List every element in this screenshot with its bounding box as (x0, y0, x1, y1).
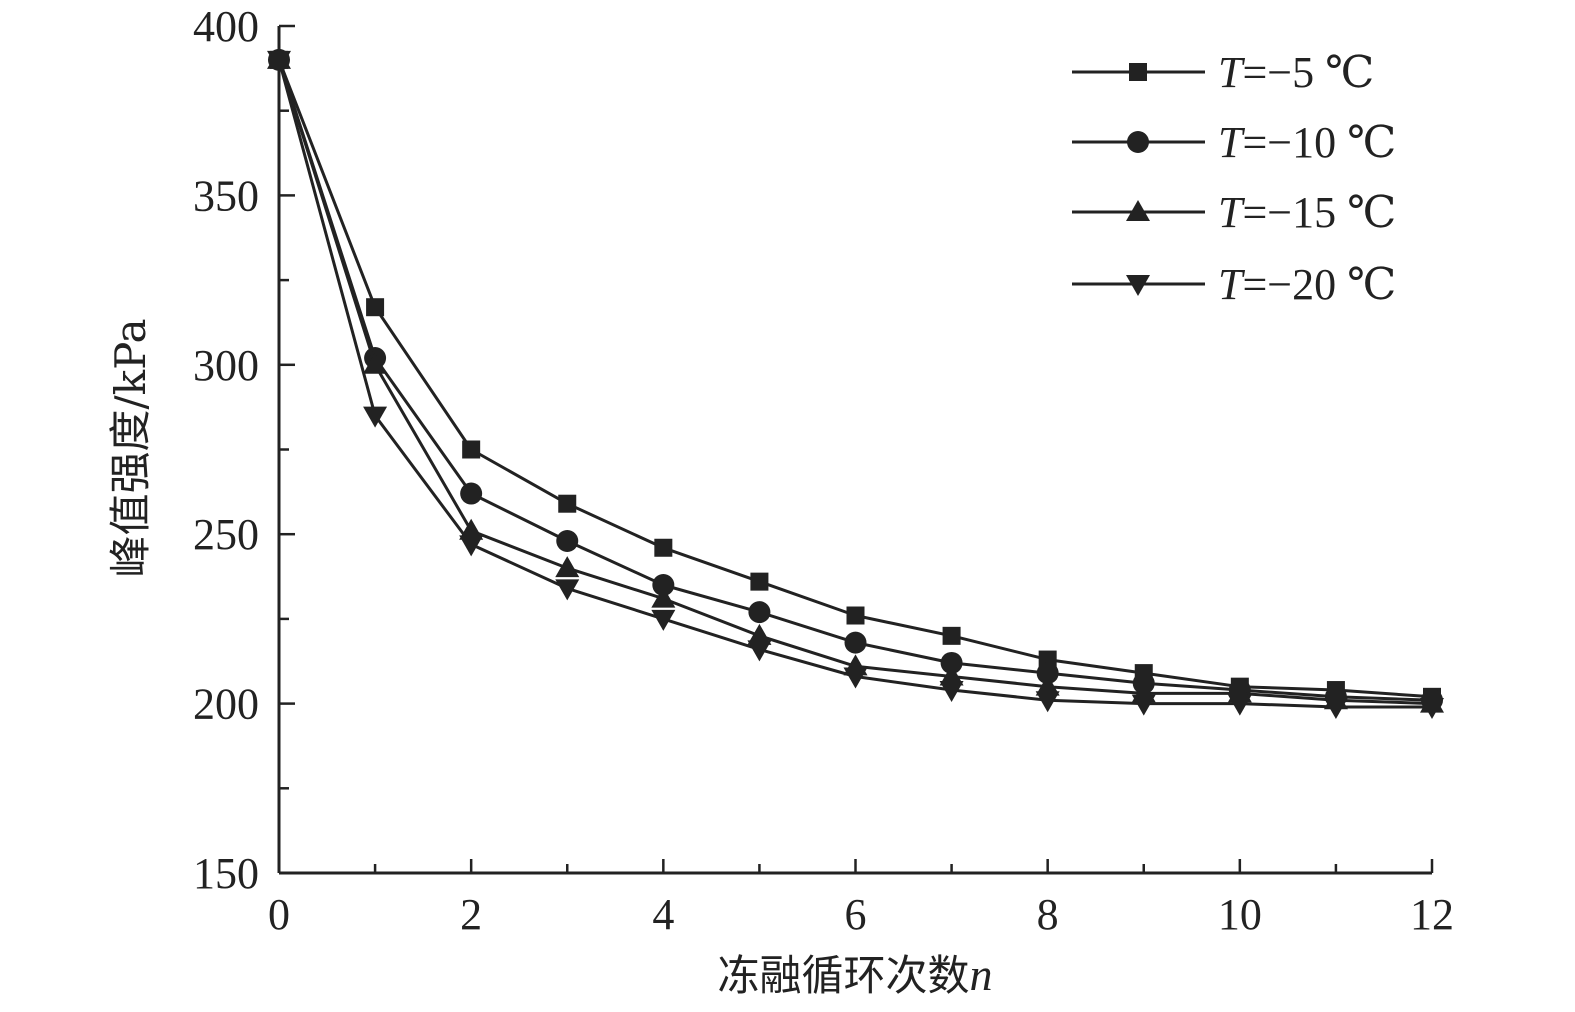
y-axis-title: 峰值强度/kPa (106, 318, 155, 577)
legend-label: T=−15 ℃ (1218, 188, 1396, 237)
legend-label-variable: T (1218, 48, 1246, 97)
legend-label-value: =−15 ℃ (1242, 188, 1396, 237)
y-tick-label: 350 (193, 171, 259, 220)
y-tick-label: 200 (193, 680, 259, 729)
x-axis-title: 冻融循环次数n (717, 949, 992, 1000)
data-point (939, 681, 964, 703)
legend-label: T=−5 ℃ (1218, 48, 1374, 97)
data-point (939, 664, 964, 686)
data-point (363, 352, 388, 374)
data-point (1420, 697, 1444, 719)
data-point (1227, 694, 1252, 716)
y-tick-label: 250 (193, 510, 259, 559)
legend-marker (1127, 131, 1149, 153)
data-point (366, 298, 385, 317)
data-point (942, 626, 961, 645)
data-point (1035, 674, 1060, 696)
data-point (556, 529, 579, 552)
legend-label-variable: T (1218, 260, 1246, 309)
data-point (651, 609, 676, 631)
legend: T=−5 ℃T=−10 ℃T=−15 ℃T=−20 ℃ (1072, 48, 1396, 309)
x-axis-title-text: 冻融循环次数 (717, 951, 969, 1000)
data-point (654, 538, 673, 557)
x-tick-label: 0 (268, 890, 290, 939)
axes: 0 2 4 6 8 10 12 150 200 250 300 350 400 (193, 2, 1454, 939)
data-point (750, 572, 769, 591)
data-point (558, 494, 577, 513)
legend-label-variable: T (1218, 118, 1246, 167)
series-3 (267, 47, 1444, 713)
legend-item-4: T=−20 ℃ (1072, 260, 1396, 309)
data-point (652, 574, 675, 597)
y-tick-label: 400 (193, 2, 259, 51)
legend-item-1: T=−5 ℃ (1072, 48, 1374, 97)
data-point (747, 623, 772, 645)
x-tick-label: 2 (460, 890, 482, 939)
data-point (747, 640, 772, 662)
data-point (459, 535, 484, 557)
data-point (940, 651, 963, 674)
data-point (555, 556, 580, 578)
y-tick-label: 150 (193, 849, 259, 898)
data-point (363, 406, 388, 428)
x-tick-label: 4 (652, 890, 674, 939)
series-layer (267, 47, 1444, 719)
data-point (267, 50, 291, 72)
data-point (651, 586, 676, 608)
legend-label-value: =−5 ℃ (1242, 48, 1374, 97)
data-point (844, 631, 867, 654)
data-point (843, 667, 868, 689)
data-point (748, 601, 771, 624)
legend-label-variable: T (1218, 188, 1246, 237)
data-point (1131, 694, 1156, 716)
legend-item-2: T=−10 ℃ (1072, 118, 1396, 167)
legend-label: T=−10 ℃ (1218, 118, 1396, 167)
x-tick-label: 8 (1037, 890, 1059, 939)
legend-marker (1126, 200, 1150, 221)
data-point (846, 606, 865, 625)
y-tick-label: 300 (193, 341, 259, 390)
x-axis-title-variable: n (970, 949, 993, 1000)
data-point (462, 440, 481, 459)
data-point (1323, 697, 1348, 719)
x-tick-label: 10 (1218, 890, 1262, 939)
x-tick-label: 12 (1410, 890, 1454, 939)
data-point (460, 482, 483, 505)
legend-label: T=−20 ℃ (1218, 260, 1396, 309)
series-4 (267, 50, 1444, 719)
legend-label-value: =−20 ℃ (1242, 260, 1396, 309)
data-point (1036, 662, 1059, 685)
legend-marker (1129, 63, 1147, 81)
legend-item-3: T=−15 ℃ (1072, 188, 1396, 237)
x-tick-label: 6 (845, 890, 867, 939)
data-point (555, 579, 580, 601)
legend-marker (1126, 275, 1150, 296)
legend-label-value: =−10 ℃ (1242, 118, 1396, 167)
data-point (1035, 691, 1060, 713)
